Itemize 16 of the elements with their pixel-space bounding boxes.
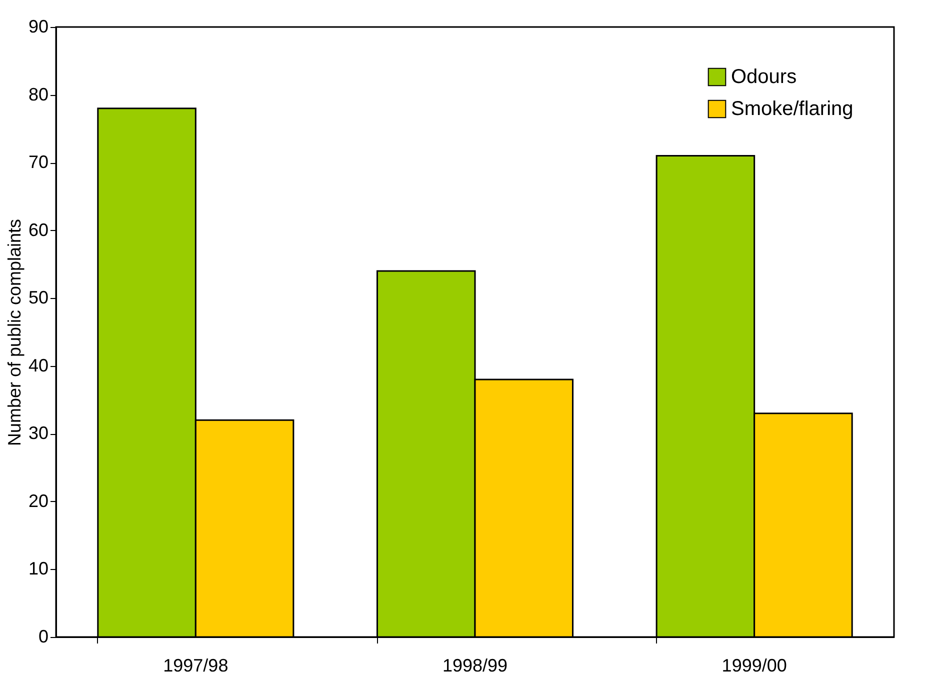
legend-label: Smoke/flaring <box>731 98 854 120</box>
y-tick-label: 20 <box>28 490 48 511</box>
x-tick-label: 1999/00 <box>722 656 787 676</box>
y-tick-label: 50 <box>28 288 48 308</box>
y-tick-label: 70 <box>28 152 48 172</box>
y-tick-label: 0 <box>38 626 48 646</box>
x-tick-label: 1998/99 <box>442 656 508 676</box>
y-tick-label: 60 <box>28 220 48 240</box>
y-tick-label: 80 <box>28 84 48 104</box>
y-tick-label: 30 <box>28 423 48 444</box>
y-tick-label: 40 <box>28 355 48 376</box>
x-tick-label: 1997/98 <box>163 656 228 676</box>
legend-label: Odours <box>731 66 797 88</box>
y-tick-label: 90 <box>28 16 48 36</box>
y-axis-title: Number of public complaints <box>4 218 24 446</box>
y-tick-label: 10 <box>28 558 48 579</box>
